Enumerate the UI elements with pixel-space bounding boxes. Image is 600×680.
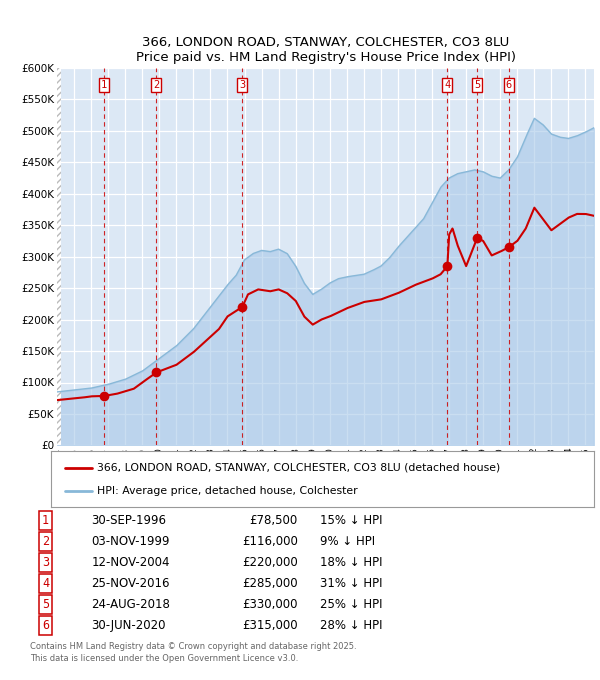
Text: 366, LONDON ROAD, STANWAY, COLCHESTER, CO3 8LU (detached house): 366, LONDON ROAD, STANWAY, COLCHESTER, C… bbox=[97, 462, 500, 473]
Text: 31% ↓ HPI: 31% ↓ HPI bbox=[320, 577, 383, 590]
Text: 4: 4 bbox=[42, 577, 49, 590]
Text: 4: 4 bbox=[444, 80, 451, 90]
Text: 3: 3 bbox=[239, 80, 245, 90]
Text: 30-JUN-2020: 30-JUN-2020 bbox=[91, 619, 166, 632]
Text: £285,000: £285,000 bbox=[242, 577, 298, 590]
Polygon shape bbox=[57, 68, 61, 445]
Text: 2: 2 bbox=[153, 80, 160, 90]
Text: £220,000: £220,000 bbox=[242, 556, 298, 569]
Text: 3: 3 bbox=[42, 556, 49, 569]
Text: 18% ↓ HPI: 18% ↓ HPI bbox=[320, 556, 383, 569]
Text: £78,500: £78,500 bbox=[250, 514, 298, 527]
Text: 9% ↓ HPI: 9% ↓ HPI bbox=[320, 535, 375, 548]
Text: 6: 6 bbox=[42, 619, 49, 632]
Text: 15% ↓ HPI: 15% ↓ HPI bbox=[320, 514, 383, 527]
Text: 2: 2 bbox=[42, 535, 49, 548]
Text: HPI: Average price, detached house, Colchester: HPI: Average price, detached house, Colc… bbox=[97, 486, 358, 496]
Text: Contains HM Land Registry data © Crown copyright and database right 2025.
This d: Contains HM Land Registry data © Crown c… bbox=[30, 642, 356, 663]
Text: £315,000: £315,000 bbox=[242, 619, 298, 632]
Text: 12-NOV-2004: 12-NOV-2004 bbox=[91, 556, 170, 569]
Text: 1: 1 bbox=[101, 80, 107, 90]
Text: 25% ↓ HPI: 25% ↓ HPI bbox=[320, 598, 383, 611]
Text: £330,000: £330,000 bbox=[242, 598, 298, 611]
Text: 03-NOV-1999: 03-NOV-1999 bbox=[91, 535, 170, 548]
Text: 24-AUG-2018: 24-AUG-2018 bbox=[91, 598, 170, 611]
Title: 366, LONDON ROAD, STANWAY, COLCHESTER, CO3 8LU
Price paid vs. HM Land Registry's: 366, LONDON ROAD, STANWAY, COLCHESTER, C… bbox=[136, 36, 515, 64]
Text: 25-NOV-2016: 25-NOV-2016 bbox=[91, 577, 170, 590]
Text: 5: 5 bbox=[42, 598, 49, 611]
Text: 30-SEP-1996: 30-SEP-1996 bbox=[91, 514, 166, 527]
Text: 5: 5 bbox=[474, 80, 481, 90]
Text: 28% ↓ HPI: 28% ↓ HPI bbox=[320, 619, 383, 632]
Text: 1: 1 bbox=[42, 514, 49, 527]
Text: £116,000: £116,000 bbox=[242, 535, 298, 548]
Text: 6: 6 bbox=[506, 80, 512, 90]
